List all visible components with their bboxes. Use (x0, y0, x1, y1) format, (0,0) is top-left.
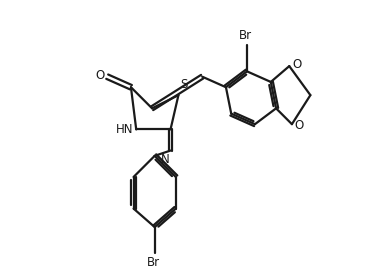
Text: O: O (292, 58, 301, 71)
Text: O: O (294, 119, 304, 132)
Text: O: O (95, 69, 105, 82)
Text: Br: Br (239, 29, 252, 42)
Text: HN: HN (116, 123, 133, 136)
Text: Br: Br (147, 256, 160, 269)
Text: N: N (160, 153, 169, 166)
Text: S: S (180, 78, 187, 91)
